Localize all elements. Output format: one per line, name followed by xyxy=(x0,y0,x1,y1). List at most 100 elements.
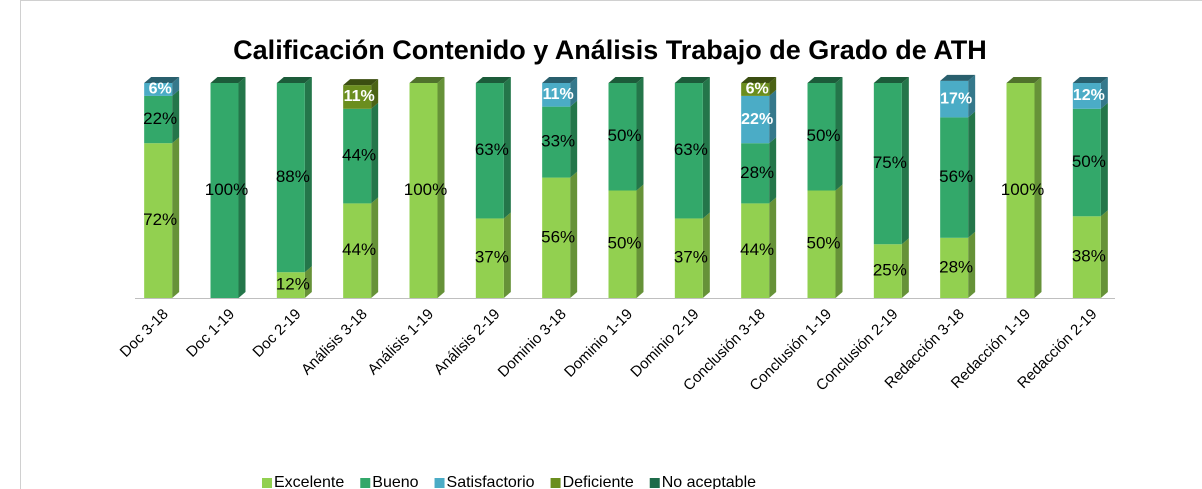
data-label: 11% xyxy=(344,88,375,105)
bar-top xyxy=(1006,77,1042,83)
data-label: 33% xyxy=(541,132,575,151)
data-label: 28% xyxy=(740,163,774,182)
bar-side xyxy=(1100,102,1108,217)
legend-label: No aceptable xyxy=(662,474,756,489)
data-label: 56% xyxy=(939,167,973,186)
bar-top xyxy=(144,77,180,83)
bar-top xyxy=(674,77,710,83)
bar-side xyxy=(968,74,976,118)
bar-segment xyxy=(276,83,305,273)
bar-side xyxy=(1100,77,1108,109)
bar-side xyxy=(968,231,976,298)
bar-side xyxy=(968,111,976,238)
bar-side xyxy=(238,77,246,298)
bar-segment xyxy=(144,83,173,96)
bar-top xyxy=(210,77,246,83)
bar-top xyxy=(1072,77,1108,83)
legend-swatch xyxy=(262,478,272,488)
data-label: 50% xyxy=(607,234,641,253)
bar-segment xyxy=(873,83,902,245)
bar-side xyxy=(371,197,379,298)
bar-segment xyxy=(741,143,770,204)
data-label: 100% xyxy=(205,180,248,199)
bar-segment xyxy=(807,83,836,191)
bar-segment xyxy=(741,83,770,96)
bar-segment xyxy=(1072,108,1101,217)
bar-segment xyxy=(741,95,770,144)
bar-side xyxy=(1034,77,1042,298)
bar-segment xyxy=(1072,83,1101,109)
bar-side xyxy=(570,171,578,298)
bar-segment xyxy=(608,190,637,298)
legend-label: Bueno xyxy=(372,474,418,489)
bar-segment xyxy=(343,203,372,298)
data-label: 37% xyxy=(674,248,708,267)
legend-label: Deficiente xyxy=(563,474,634,489)
bar-top xyxy=(542,77,578,83)
bar-side xyxy=(304,77,312,273)
bar-side xyxy=(769,137,777,204)
legend-swatch xyxy=(649,478,660,488)
data-label: 44% xyxy=(342,240,376,259)
data-label: 100% xyxy=(1001,180,1044,199)
bar-segment xyxy=(343,108,372,204)
bar-top xyxy=(940,74,976,81)
bar-segment xyxy=(542,106,571,178)
data-label: 22% xyxy=(143,109,177,128)
bar-side xyxy=(172,137,180,298)
bar-segment xyxy=(144,95,173,144)
bar-side xyxy=(371,102,379,204)
data-label: 63% xyxy=(674,140,708,159)
bar-side xyxy=(570,77,578,107)
data-label: 50% xyxy=(1072,152,1106,171)
bar-segment xyxy=(674,83,703,219)
data-label: 44% xyxy=(342,146,376,165)
data-label: 37% xyxy=(475,248,509,267)
bar-side xyxy=(636,184,644,298)
data-label: 6% xyxy=(149,81,172,98)
data-label: 38% xyxy=(1072,247,1106,266)
bar-side xyxy=(570,100,578,178)
bar-top xyxy=(741,77,777,83)
legend-label: Excelente xyxy=(274,474,344,489)
bar-segment xyxy=(940,237,969,298)
bar-segment xyxy=(542,177,571,298)
data-label: 50% xyxy=(806,234,840,253)
bar-segment xyxy=(542,83,571,107)
data-label: 44% xyxy=(740,240,774,259)
bar-segment xyxy=(940,80,969,118)
data-label: 56% xyxy=(541,227,575,246)
bar-side xyxy=(702,77,710,219)
bar-side xyxy=(172,89,180,144)
bar-side xyxy=(636,77,644,191)
chart-title: Calificación Contenido y Análisis Trabaj… xyxy=(233,35,987,65)
bar-segment xyxy=(1072,216,1101,298)
bar-side xyxy=(503,212,511,298)
bar-segment xyxy=(873,244,902,298)
bar-segment xyxy=(1006,83,1035,298)
bar-side xyxy=(769,89,777,144)
bar-segment xyxy=(807,190,836,298)
bar-segment xyxy=(608,83,637,191)
data-label: 28% xyxy=(939,257,973,276)
bar-segment xyxy=(674,218,703,298)
data-label: 50% xyxy=(806,126,840,145)
bar-side xyxy=(437,77,445,298)
data-label: 63% xyxy=(475,140,509,159)
bar-side xyxy=(172,77,180,96)
data-label: 11% xyxy=(543,86,574,103)
bar-segment xyxy=(475,218,504,298)
data-label: 12% xyxy=(1073,87,1105,104)
bar-side xyxy=(702,212,710,298)
data-label: 100% xyxy=(404,180,447,199)
bar-side xyxy=(1100,210,1108,298)
bar-top xyxy=(807,77,843,83)
bar-segment xyxy=(475,83,504,219)
bar-side xyxy=(769,197,777,298)
bar-top xyxy=(276,77,312,83)
legend-label: Satisfactorio xyxy=(447,474,535,489)
bar-segment xyxy=(210,83,239,298)
legend-swatch xyxy=(550,478,561,488)
bar-segment xyxy=(343,85,372,109)
